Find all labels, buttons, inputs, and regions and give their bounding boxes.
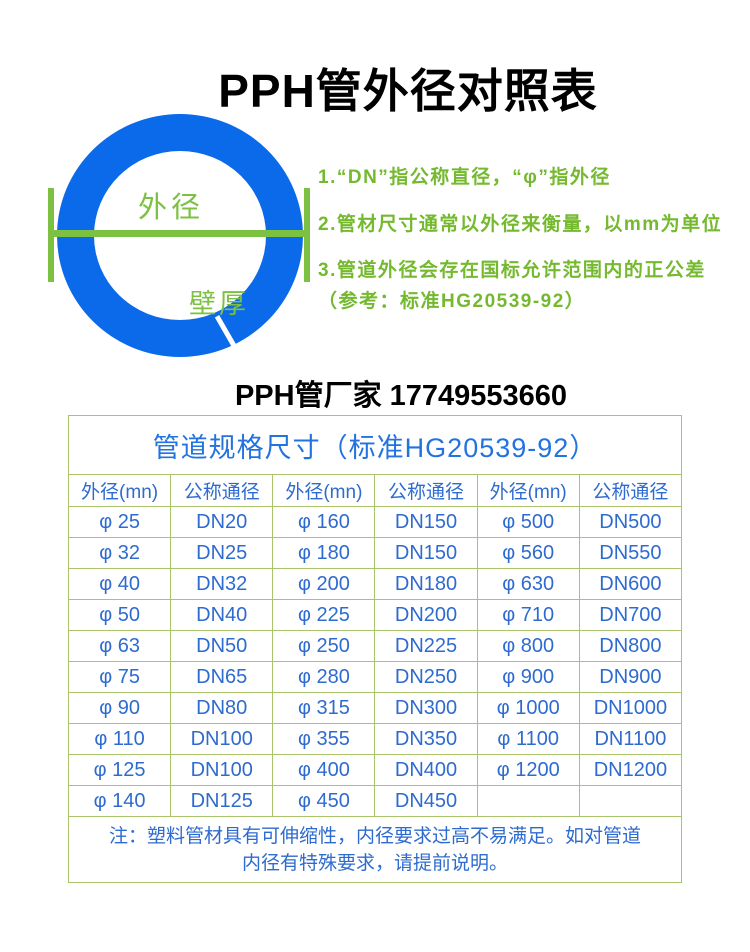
nominal-diameter-cell: DN900 <box>578 661 683 693</box>
table-row: φ 90 DN80 φ 315 DN300 φ 1000 DN1000 <box>67 692 683 724</box>
nominal-diameter-cell: DN550 <box>578 537 683 569</box>
outer-diameter-cell: φ 50 <box>67 599 172 631</box>
nominal-diameter-cell: DN1100 <box>578 723 683 755</box>
outer-diameter-cell: φ 560 <box>476 537 580 569</box>
outer-diameter-cell: φ 315 <box>272 692 376 724</box>
outer-diameter-cell: φ 25 <box>67 506 172 538</box>
outer-diameter-cell: φ 225 <box>272 599 376 631</box>
outer-diameter-header: 外径(mn) <box>272 474 376 507</box>
outer-diameter-cell: φ 450 <box>272 785 376 817</box>
outer-diameter-cell: φ 250 <box>272 630 376 662</box>
outer-diameter-cell: φ 900 <box>476 661 580 693</box>
table-title: 管道规格尺寸（标准HG20539-92） <box>68 415 682 475</box>
outer-diameter-cell: φ 400 <box>272 754 376 786</box>
nominal-diameter-cell: DN600 <box>578 568 683 600</box>
table-row: φ 110 DN100 φ 355 DN350 φ 1100 DN1100 <box>67 723 683 755</box>
outer-diameter-cell: φ 800 <box>476 630 580 662</box>
spec-table: 管道规格尺寸（标准HG20539-92） 外径(mn) 公称通径 外径(mn) 公称通… <box>67 415 683 883</box>
notes-list: 1.“DN”指公称直径，“φ”指外径 2.管材尺寸通常以外径来衡量，以mm为单位… <box>318 158 748 314</box>
nominal-diameter-cell: DN32 <box>170 568 274 600</box>
nominal-diameter-cell: DN300 <box>374 692 478 724</box>
nominal-diameter-cell: DN25 <box>170 537 274 569</box>
outer-diameter-cell: φ 90 <box>67 692 172 724</box>
outer-diameter-cell: φ 280 <box>272 661 376 693</box>
outer-diameter-cell: φ 1000 <box>476 692 580 724</box>
outer-diameter-cell: φ 180 <box>272 537 376 569</box>
outer-diameter-cell: φ 710 <box>476 599 580 631</box>
outer-diameter-cell: φ 1200 <box>476 754 580 786</box>
outer-diameter-cell: φ 32 <box>67 537 172 569</box>
outer-diameter-cell: φ 160 <box>272 506 376 538</box>
nominal-diameter-cell: DN150 <box>374 506 478 538</box>
outer-diameter-cell: φ 125 <box>67 754 172 786</box>
nominal-diameter-cell: DN250 <box>374 661 478 693</box>
nominal-diameter-cell: DN450 <box>374 785 478 817</box>
nominal-diameter-cell: DN200 <box>374 599 478 631</box>
nominal-diameter-cell: DN20 <box>170 506 274 538</box>
table-row: φ 140 DN125 φ 450 DN450 <box>67 785 683 817</box>
table-note-line-2: 内径有特殊要求，请提前说明。 <box>241 852 508 874</box>
table-header-row: 外径(mn) 公称通径 外径(mn) 公称通径 外径(mn) 公称通径 <box>67 474 683 507</box>
outer-diameter-label: 外径 <box>138 192 205 224</box>
nominal-diameter-cell: DN100 <box>170 754 274 786</box>
table-row: φ 25 DN20 φ 160 DN150 φ 500 DN500 <box>67 506 683 538</box>
nominal-diameter-cell: DN125 <box>170 785 274 817</box>
nominal-diameter-cell: DN1200 <box>578 754 683 786</box>
outer-diameter-header: 外径(mn) <box>67 474 172 507</box>
table-note-row: 注：塑料管材具有可伸缩性，内径要求过高不易满足。如对管道 内径有特殊要求，请提前… <box>68 816 682 883</box>
table-row: φ 63 DN50 φ 250 DN225 φ 800 DN800 <box>67 630 683 662</box>
nominal-diameter-cell: DN225 <box>374 630 478 662</box>
nominal-diameter-cell <box>578 785 683 817</box>
table-note: 注：塑料管材具有可伸缩性，内径要求过高不易满足。如对管道 内径有特殊要求，请提前… <box>68 816 682 883</box>
table-row: φ 75 DN65 φ 280 DN250 φ 900 DN900 <box>67 661 683 693</box>
outer-diameter-cell: φ 63 <box>67 630 172 662</box>
spec-table-body: φ 25 DN20 φ 160 DN150 φ 500 DN500 φ 32 DN25 φ 18… <box>67 506 683 817</box>
table-title-row: 管道规格尺寸（标准HG20539-92） <box>68 415 682 475</box>
nominal-diameter-cell: DN80 <box>170 692 274 724</box>
nominal-diameter-cell: DN800 <box>578 630 683 662</box>
nominal-diameter-cell: DN65 <box>170 661 274 693</box>
nominal-diameter-cell: DN50 <box>170 630 274 662</box>
note-item-1: 1.“DN”指公称直径，“φ”指外径 <box>318 167 611 188</box>
table-row: φ 32 DN25 φ 180 DN150 φ 560 DN550 <box>67 537 683 569</box>
outer-diameter-cell: φ 500 <box>476 506 580 538</box>
note-item-2: 2.管材尺寸通常以外径来衡量，以mm为单位 <box>318 214 723 235</box>
outer-diameter-cell: φ 40 <box>67 568 172 600</box>
nominal-diameter-header: 公称通径 <box>374 474 478 507</box>
outer-diameter-cell: φ 75 <box>67 661 172 693</box>
nominal-diameter-cell: DN500 <box>578 506 683 538</box>
nominal-diameter-cell: DN1000 <box>578 692 683 724</box>
nominal-diameter-cell: DN180 <box>374 568 478 600</box>
outer-diameter-cell: φ 630 <box>476 568 580 600</box>
outer-diameter-cell: φ 355 <box>272 723 376 755</box>
outer-diameter-cell: φ 1100 <box>476 723 580 755</box>
outer-diameter-cell: φ 110 <box>67 723 172 755</box>
dimension-line <box>48 230 310 237</box>
table-note-line-1: 注：塑料管材具有可伸缩性，内径要求过高不易满足。如对管道 <box>108 825 641 847</box>
nominal-diameter-cell: DN100 <box>170 723 274 755</box>
note-item-3-reference: （参考：标准HG20539-92） <box>318 291 586 312</box>
page-title: PPH管外径对照表 <box>218 64 598 117</box>
nominal-diameter-cell: DN400 <box>374 754 478 786</box>
nominal-diameter-cell: DN150 <box>374 537 478 569</box>
vendor-phone-line: PPH管厂家 17749553660 <box>234 380 568 412</box>
pipe-cross-section-diagram: 外径 壁厚 <box>40 108 330 370</box>
wall-thickness-label: 壁厚 <box>189 289 249 319</box>
nominal-diameter-cell: DN350 <box>374 723 478 755</box>
outer-diameter-cell: φ 140 <box>67 785 172 817</box>
outer-diameter-cell: φ 200 <box>272 568 376 600</box>
table-row: φ 40 DN32 φ 200 DN180 φ 630 DN600 <box>67 568 683 600</box>
nominal-diameter-header: 公称通径 <box>578 474 683 507</box>
outer-diameter-header: 外径(mn) <box>476 474 580 507</box>
nominal-diameter-cell: DN700 <box>578 599 683 631</box>
table-row: φ 50 DN40 φ 225 DN200 φ 710 DN700 <box>67 599 683 631</box>
outer-diameter-cell <box>476 785 580 817</box>
table-row: φ 125 DN100 φ 400 DN400 φ 1200 DN1200 <box>67 754 683 786</box>
nominal-diameter-cell: DN40 <box>170 599 274 631</box>
note-item-3: 3.管道外径会存在国标允许范围内的正公差 <box>318 260 706 281</box>
nominal-diameter-header: 公称通径 <box>170 474 274 507</box>
